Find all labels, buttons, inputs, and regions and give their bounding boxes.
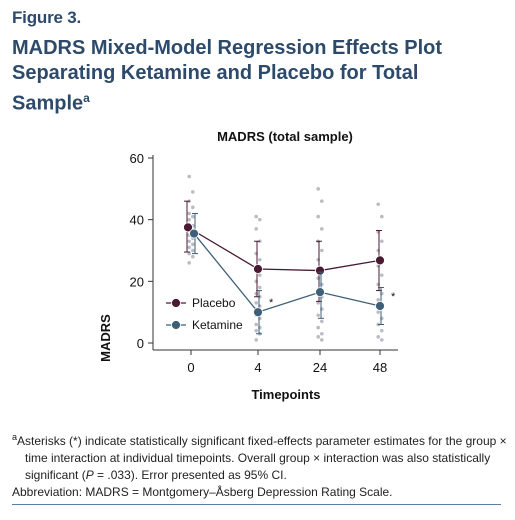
raw-point bbox=[258, 273, 262, 277]
figure-label: Figure 3. bbox=[12, 8, 82, 27]
raw-point bbox=[320, 227, 324, 231]
legend-label-placebo: Placebo bbox=[192, 296, 236, 310]
series-point-ketamine bbox=[375, 301, 385, 311]
raw-point bbox=[187, 211, 191, 216]
raw-point bbox=[258, 285, 262, 290]
raw-point bbox=[187, 174, 191, 179]
raw-point bbox=[187, 217, 191, 222]
raw-point bbox=[191, 248, 195, 253]
x-tick-label: 48 bbox=[373, 360, 387, 375]
y-axis: 0 20 40 60 bbox=[130, 151, 154, 351]
significance-markers: ** bbox=[269, 291, 396, 309]
series-point-ketamine bbox=[315, 287, 325, 298]
series-point-placebo bbox=[253, 264, 263, 274]
raw-point bbox=[191, 254, 195, 259]
legend-marker bbox=[171, 298, 181, 308]
series-point-ketamine bbox=[189, 228, 199, 239]
raw-point bbox=[316, 335, 321, 339]
y-axis-label: MADRS bbox=[98, 314, 113, 362]
raw-point bbox=[187, 239, 191, 244]
raw-point bbox=[376, 310, 381, 314]
raw-point bbox=[191, 242, 195, 247]
title-footnote-marker: a bbox=[83, 91, 90, 105]
x-tick-label: 24 bbox=[313, 360, 327, 375]
footnote-text-end: = .033). Error presented as 95% CI. bbox=[93, 468, 287, 482]
raw-point bbox=[376, 335, 381, 339]
figure-title: MADRS Mixed-Model Regression Effects Plo… bbox=[12, 36, 482, 117]
series-line-placebo bbox=[187, 226, 381, 272]
footnote-text: Asterisks (*) indicate statistically sig… bbox=[17, 434, 507, 482]
raw-point bbox=[376, 202, 381, 207]
legend: Placebo Ketamine bbox=[166, 296, 243, 332]
raw-point bbox=[187, 245, 191, 250]
y-tick-label: 40 bbox=[130, 213, 144, 228]
legend-marker bbox=[171, 320, 181, 330]
series-line-ketamine bbox=[193, 233, 381, 313]
footnote-abbreviation: Abbreviation: MADRS = Montgomery–Åsberg … bbox=[12, 485, 393, 499]
raw-point bbox=[191, 190, 195, 194]
raw-point bbox=[254, 328, 258, 333]
raw-point bbox=[254, 338, 258, 342]
raw-point bbox=[380, 239, 384, 244]
series-point-placebo bbox=[183, 222, 193, 233]
raw-point bbox=[191, 214, 195, 219]
raw-points bbox=[187, 174, 384, 342]
raw-point bbox=[320, 248, 324, 253]
y-tick-label: 0 bbox=[137, 336, 144, 351]
raw-point bbox=[187, 251, 191, 256]
x-tick-label: 4 bbox=[254, 360, 261, 375]
madrs-chart: MADRS (total sample) 0 20 40 60 0 4 24 48 MADR… bbox=[98, 129, 398, 402]
series-point-ketamine bbox=[253, 307, 263, 318]
raw-point bbox=[380, 273, 384, 277]
raw-point bbox=[187, 261, 191, 265]
series-point-placebo bbox=[315, 265, 325, 276]
significance-asterisk: * bbox=[269, 297, 274, 309]
raw-point bbox=[254, 301, 258, 305]
raw-point bbox=[380, 328, 384, 333]
raw-point bbox=[316, 301, 321, 305]
y-tick-label: 60 bbox=[130, 151, 144, 166]
significance-asterisk: * bbox=[391, 291, 396, 303]
raw-point bbox=[191, 205, 195, 210]
raw-point bbox=[316, 313, 321, 318]
title-text: MADRS Mixed-Model Regression Effects Plo… bbox=[12, 37, 443, 115]
raw-point bbox=[316, 214, 321, 219]
footnote: aAsterisks (*) indicate statistically si… bbox=[12, 429, 507, 501]
y-tick-label: 20 bbox=[130, 274, 144, 289]
chart-title: MADRS (total sample) bbox=[217, 129, 353, 144]
raw-point bbox=[320, 199, 324, 203]
raw-point bbox=[258, 217, 262, 222]
raw-point bbox=[254, 322, 258, 327]
raw-point bbox=[320, 338, 324, 342]
raw-point bbox=[254, 214, 258, 219]
raw-point bbox=[380, 338, 384, 342]
footnote-asterisk: aAsterisks (*) indicate statistically si… bbox=[12, 429, 507, 484]
raw-point bbox=[320, 319, 324, 324]
series-lines bbox=[183, 200, 385, 335]
raw-point bbox=[376, 298, 381, 302]
raw-point bbox=[254, 227, 258, 231]
footnote-marker: a bbox=[12, 432, 18, 442]
series-point-placebo bbox=[375, 255, 385, 266]
raw-point bbox=[258, 257, 262, 262]
raw-point bbox=[380, 214, 384, 219]
legend-label-ketamine: Ketamine bbox=[192, 318, 243, 332]
x-axis: 0 4 24 48 bbox=[153, 349, 398, 375]
raw-point bbox=[316, 187, 321, 191]
x-axis-label: Timepoints bbox=[251, 387, 320, 402]
raw-point bbox=[316, 325, 321, 330]
x-tick-label: 0 bbox=[187, 360, 194, 375]
p-symbol: P bbox=[85, 468, 94, 482]
bottom-rule bbox=[12, 504, 501, 505]
raw-point bbox=[320, 331, 324, 336]
